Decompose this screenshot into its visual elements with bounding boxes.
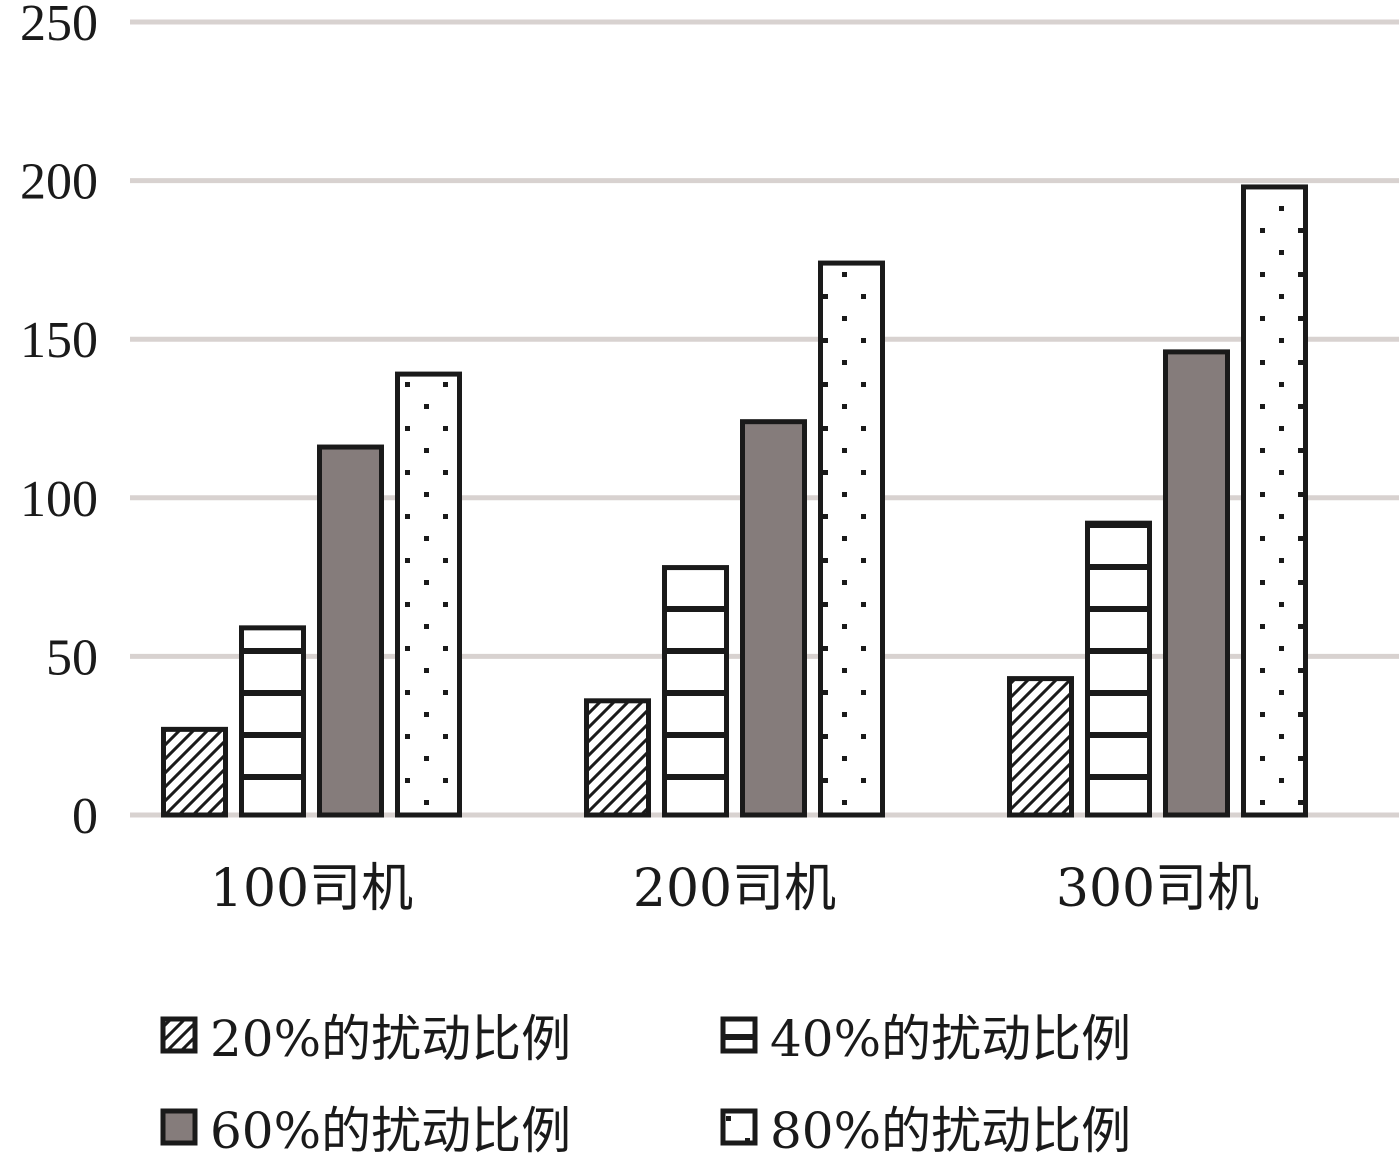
legend-swatch-horizontal: [720, 1016, 758, 1054]
bar-20%的扰动比例-100司机: [161, 726, 228, 818]
bar-20%的扰动比例-300司机: [1007, 676, 1074, 818]
legend-label: 60%的扰动比例: [210, 1102, 572, 1160]
legend-swatch-diagonal: [160, 1016, 198, 1054]
bar-40%的扰动比例-100司机: [239, 625, 306, 818]
bar-80%的扰动比例-300司机: [1241, 184, 1308, 818]
bar-60%的扰动比例-300司机: [1163, 349, 1230, 818]
y-tick-label: 150: [20, 312, 98, 369]
bar-60%的扰动比例-200司机: [740, 419, 807, 818]
y-tick-label: 250: [20, 0, 98, 52]
bar-80%的扰动比例-200司机: [818, 260, 885, 818]
bar-chart: 0 50 100 150 200 250 100司机 200司机 300司机: [20, 0, 1399, 919]
legend-item: 20%的扰动比例: [160, 1000, 720, 1070]
x-axis-categories: 100司机 200司机 300司机: [210, 859, 1259, 919]
y-tick-label: 0: [72, 788, 98, 845]
x-category-label: 200司机: [633, 859, 836, 919]
y-tick-label: 50: [46, 629, 98, 686]
legend-swatch-dots: [720, 1108, 758, 1146]
bar-40%的扰动比例-300司机: [1085, 520, 1152, 818]
legend-label: 80%的扰动比例: [770, 1102, 1132, 1160]
x-category-label: 300司机: [1056, 859, 1259, 919]
bars: [161, 184, 1308, 818]
legend-label: 20%的扰动比例: [210, 1010, 572, 1068]
legend-item: 80%的扰动比例: [720, 1092, 1280, 1162]
legend-item: 40%的扰动比例: [720, 1000, 1280, 1070]
x-category-label: 100司机: [210, 859, 413, 919]
bar-20%的扰动比例-200司机: [584, 698, 651, 818]
bar-40%的扰动比例-200司机: [662, 565, 729, 818]
legend-label: 40%的扰动比例: [770, 1010, 1132, 1068]
y-tick-label: 200: [20, 154, 98, 211]
legend: 20%的扰动比例 40%的扰动比例 60%的扰动比例 80%的扰动比例: [160, 1000, 1340, 1162]
bar-80%的扰动比例-100司机: [395, 371, 462, 818]
y-axis-ticks: 0 50 100 150 200 250: [20, 0, 98, 845]
y-tick-label: 100: [20, 471, 98, 528]
legend-item: 60%的扰动比例: [160, 1092, 720, 1162]
bar-60%的扰动比例-100司机: [317, 444, 384, 818]
legend-swatch-solid: [160, 1108, 198, 1146]
